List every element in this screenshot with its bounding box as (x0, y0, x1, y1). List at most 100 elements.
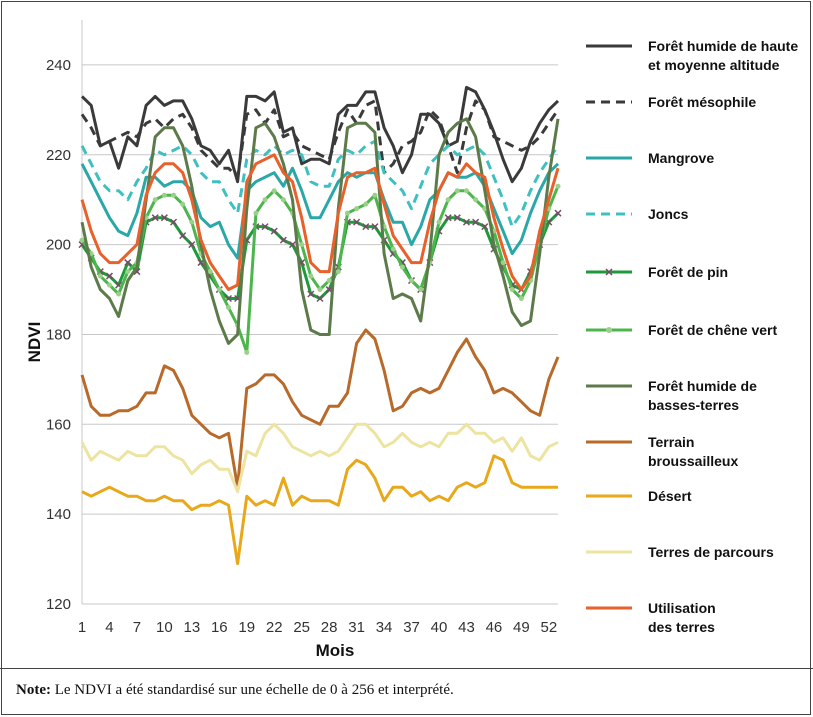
series-line (80, 153, 560, 291)
legend-label-line2: des terres (648, 619, 715, 635)
data-point-marker (353, 218, 361, 226)
y-tick-label: 160 (46, 416, 71, 433)
x-tick-label: 37 (403, 619, 420, 636)
data-point-marker (244, 349, 250, 355)
ndvi-line-chart: 120 140 160 180 200 220 240 1 4 7 10 13 16 19 22 25 28 31… (25, 20, 798, 660)
legend-item: Forêt de pin (586, 264, 728, 280)
legend-label: Utilisation (648, 600, 716, 616)
x-tick-label: 46 (486, 619, 503, 636)
legend-label: Joncs (648, 206, 689, 222)
series-line (80, 212, 560, 300)
x-tick-label: 22 (266, 619, 283, 636)
x-tick-label: 31 (348, 619, 365, 636)
data-point-marker (179, 232, 187, 240)
data-point-marker (270, 227, 278, 235)
data-point-marker (482, 206, 488, 212)
series-2 (80, 162, 560, 260)
data-point-marker (308, 273, 314, 279)
data-point-marker (418, 287, 424, 293)
data-point-marker (453, 214, 461, 222)
y-tick-label: 220 (46, 147, 71, 164)
data-point-marker (261, 223, 269, 231)
series-5 (79, 183, 561, 355)
data-point-marker (253, 210, 259, 216)
legend-item: Désert (586, 488, 692, 504)
data-point-marker (372, 192, 378, 198)
data-point-marker (326, 278, 332, 284)
legend-item: Forêt de chêne vert (586, 322, 777, 338)
data-point-marker (463, 188, 469, 194)
data-point-marker (289, 241, 297, 249)
series-line (80, 117, 560, 345)
data-point-marker (363, 201, 369, 207)
data-point-marker (500, 260, 506, 266)
data-point-marker (354, 206, 360, 212)
x-tick-label: 16 (211, 619, 228, 636)
data-point-marker (216, 287, 222, 293)
data-point-marker (106, 282, 112, 288)
data-point-marker (472, 218, 480, 226)
y-tick-label: 180 (46, 326, 71, 343)
data-point-marker (316, 294, 324, 303)
series-6 (80, 117, 560, 345)
legend-item: Utilisation des terres (586, 600, 716, 635)
legend-label: Désert (648, 488, 692, 504)
x-tick-label: 28 (321, 619, 338, 636)
series-9 (80, 422, 559, 494)
data-point-marker (116, 291, 122, 297)
note-prefix: Note: (16, 682, 51, 698)
legend-label: Terres de parcours (648, 544, 774, 560)
data-point-marker (151, 214, 159, 222)
legend-item: Terres de parcours (586, 544, 774, 560)
data-point-marker (225, 305, 231, 311)
data-point-marker (481, 223, 489, 231)
data-point-marker (344, 210, 350, 216)
series-0 (80, 85, 560, 184)
legend-item: Forêt mésophile (586, 94, 756, 110)
legend-label: Forêt de pin (648, 264, 728, 280)
series-line (80, 99, 560, 179)
x-tick-label: 19 (238, 619, 255, 636)
data-point-marker (409, 278, 415, 284)
data-point-marker (160, 214, 168, 222)
data-point-marker (189, 219, 195, 225)
y-tick-label: 120 (46, 596, 71, 613)
series-line (80, 422, 559, 494)
data-point-marker (180, 201, 186, 207)
legend-item: Terrain broussailleux (586, 434, 738, 469)
x-tick-label: 7 (133, 619, 141, 636)
series-1 (80, 99, 560, 179)
data-point-marker (445, 197, 451, 203)
data-point-marker (262, 197, 268, 203)
data-point-marker (279, 236, 287, 244)
data-point-marker (390, 246, 396, 252)
x-tick-label: 13 (184, 619, 201, 636)
data-point-marker (399, 264, 405, 270)
data-point-marker (335, 269, 341, 275)
series-line (80, 85, 560, 184)
data-point-marker (161, 192, 167, 198)
data-point-marker (454, 188, 460, 194)
legend-item: Forêt humide de basses-terres (586, 378, 757, 413)
x-tick-label: 43 (458, 619, 475, 636)
data-point-marker (79, 237, 85, 243)
data-point-marker (97, 273, 103, 279)
legend-label-line2: basses-terres (648, 397, 739, 413)
data-point-marker (317, 287, 323, 293)
data-point-marker (188, 241, 196, 249)
data-point-marker (124, 259, 132, 267)
data-point-marker (171, 192, 177, 198)
series-line (81, 454, 558, 566)
legend-label: Forêt de chêne vert (648, 322, 777, 338)
series-line (80, 328, 560, 489)
legend-label: Forêt humide de (648, 378, 757, 394)
data-point-marker (362, 223, 370, 231)
legend-label: Forêt mésophile (648, 94, 756, 110)
y-tick-label: 200 (46, 237, 71, 254)
series-7 (80, 328, 560, 489)
data-point-marker (170, 218, 178, 226)
legend-item: Mangrove (586, 150, 714, 166)
data-point-marker (105, 272, 113, 280)
note-divider (0, 668, 813, 669)
